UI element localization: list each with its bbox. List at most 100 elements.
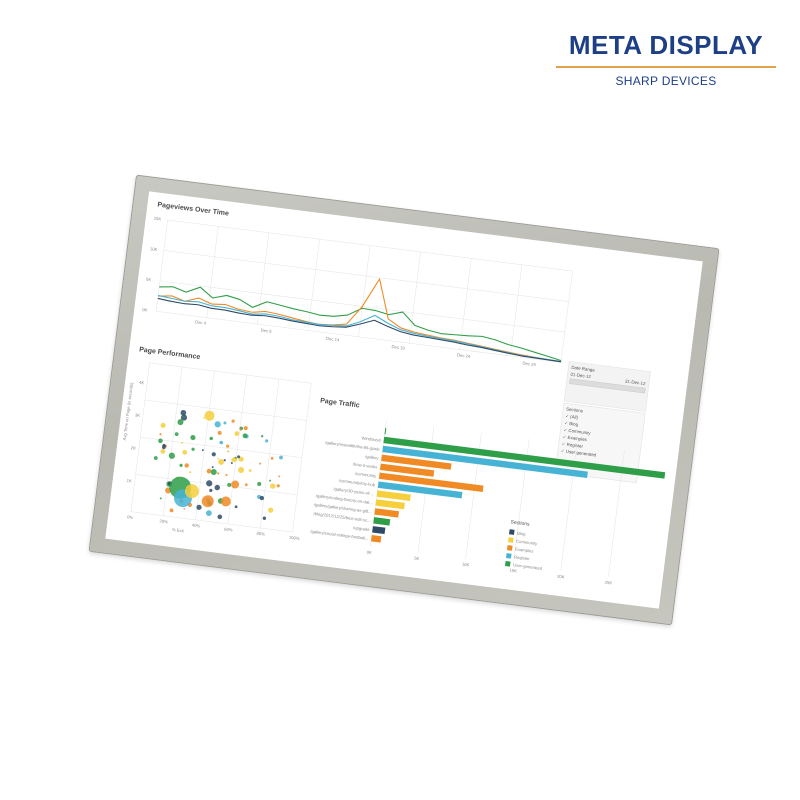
performance-bubble — [239, 428, 242, 431]
traffic-bar — [381, 454, 452, 470]
pageviews-vgridline — [257, 232, 270, 325]
pageviews-y-tick: 0K — [142, 307, 148, 313]
pageviews-title: Pageviews Over Time — [157, 202, 229, 218]
performance-bubble — [234, 456, 237, 459]
performance-bubble — [226, 444, 230, 448]
performance-bubble — [259, 462, 262, 465]
performance-bubble — [217, 457, 220, 460]
filter-checkbox-icon[interactable]: ✓ — [561, 448, 565, 453]
traffic-bar — [375, 499, 405, 510]
sections-filter-title: Sections — [566, 406, 584, 413]
pageviews-x-tick: Dec 24 — [457, 352, 471, 359]
performance-y-tick: 3K — [135, 412, 141, 418]
performance-bubble — [159, 433, 162, 436]
performance-bubble — [204, 410, 215, 421]
traffic-x-tick: 0K — [366, 550, 372, 556]
performance-bubble — [270, 456, 274, 460]
performance-bubble — [177, 419, 184, 426]
legend-swatch — [507, 545, 513, 551]
performance-bubble — [196, 504, 202, 510]
performance-bubble — [184, 463, 189, 468]
performance-bubble — [210, 469, 217, 476]
traffic-category-label: /how-it-works — [353, 462, 378, 470]
pageviews-y-tick: 5K — [146, 277, 152, 283]
performance-bubble — [203, 416, 206, 419]
performance-x-tick: 60% — [224, 527, 233, 533]
brand-logo: META DISPLAY SHARP DEVICES — [556, 28, 776, 88]
performance-bubble — [242, 433, 248, 439]
legend-label: User-generated — [513, 562, 543, 571]
performance-bubble — [234, 431, 240, 437]
pageviews-y-tick: 10K — [150, 246, 158, 252]
date-range-slider[interactable] — [569, 378, 646, 394]
filter-item-label: Blog — [569, 421, 579, 427]
filter-checkbox-icon[interactable]: ✓ — [561, 441, 565, 446]
traffic-bar — [373, 517, 391, 526]
legend-swatch — [504, 561, 511, 567]
pageviews-x-tick: Dec 29 — [522, 361, 536, 368]
performance-bubble — [231, 419, 235, 423]
traffic-bar — [384, 427, 387, 435]
performance-bubble — [181, 442, 183, 444]
traffic-bar — [382, 445, 588, 478]
traffic-x-tick: 25K — [604, 580, 612, 586]
performance-bubble — [276, 484, 280, 488]
performance-bubble — [244, 483, 248, 487]
performance-bubble — [206, 480, 213, 487]
filter-item-label: (All) — [570, 414, 579, 420]
performance-gridline — [149, 362, 312, 384]
date-range-start: 01-Dec-12 — [570, 372, 592, 380]
traffic-bar — [371, 535, 382, 543]
performance-bubble — [160, 448, 166, 454]
performance-bubble — [209, 488, 213, 493]
performance-bubble — [168, 452, 175, 459]
display-monitor: Pageviews Over Time 15K 10K 5K 0K Dec 4 Dec … — [88, 174, 720, 626]
performance-bubble — [225, 473, 228, 477]
performance-bubble — [179, 463, 183, 467]
pageviews-gridline — [167, 219, 573, 272]
performance-bubble — [227, 450, 230, 453]
performance-bubble — [169, 508, 174, 513]
legend-label: Blog — [517, 531, 527, 537]
performance-bubble — [201, 449, 204, 452]
performance-bubble — [184, 484, 199, 499]
filter-checkbox-icon[interactable]: ✓ — [564, 420, 568, 425]
performance-bubble — [217, 430, 222, 435]
performance-bubble — [265, 439, 269, 443]
legend-label: Community — [516, 538, 539, 546]
filter-checkbox-icon[interactable]: ✓ — [565, 413, 569, 418]
performance-bubble — [174, 432, 179, 437]
date-range-end: 31-Dec-12 — [625, 379, 647, 387]
performance-bubble — [237, 455, 241, 459]
filter-item-label: Examples — [567, 435, 588, 442]
legend-swatch — [508, 537, 514, 543]
performance-x-tick: 100% — [289, 535, 301, 541]
performance-bubble — [201, 495, 214, 508]
pageviews-x-tick: Dec 14 — [326, 336, 340, 343]
performance-bubble — [209, 436, 213, 441]
performance-bubble — [234, 505, 238, 509]
performance-bubble — [162, 443, 166, 448]
analytics-dashboard: Pageviews Over Time 15K 10K 5K 0K Dec 4 Dec … — [122, 202, 666, 600]
performance-x-tick: 80% — [256, 531, 265, 537]
performance-bubble — [248, 469, 252, 472]
traffic-category-label: /gallery/30-years-of-... — [333, 486, 374, 496]
performance-bubble — [190, 434, 196, 441]
pageviews-panel: Pageviews Over Time 15K 10K 5K 0K Dec 4 Dec … — [142, 202, 573, 368]
performance-x-tick: 0% — [127, 514, 134, 520]
performance-bubble — [223, 459, 226, 462]
filter-checkbox-icon[interactable]: ✓ — [563, 427, 567, 432]
filter-checkbox-icon[interactable]: ✓ — [562, 434, 566, 439]
display-screen: Pageviews Over Time 15K 10K 5K 0K Dec 4 Dec … — [105, 191, 703, 609]
traffic-legend-title: Sections — [510, 519, 530, 527]
performance-bubble — [257, 481, 262, 487]
performance-bubble — [180, 409, 187, 416]
performance-y-tick: 1K — [126, 478, 132, 484]
brand-subtitle: SHARP DEVICES — [615, 74, 717, 88]
performance-bubble — [268, 507, 274, 513]
performance-panel: Page Performance Avg Time on Page (in se… — [122, 346, 312, 541]
traffic-bar — [383, 436, 666, 479]
performance-bubble — [223, 421, 227, 425]
performance-bubble — [230, 462, 233, 465]
traffic-x-tick: 5K — [414, 556, 420, 562]
